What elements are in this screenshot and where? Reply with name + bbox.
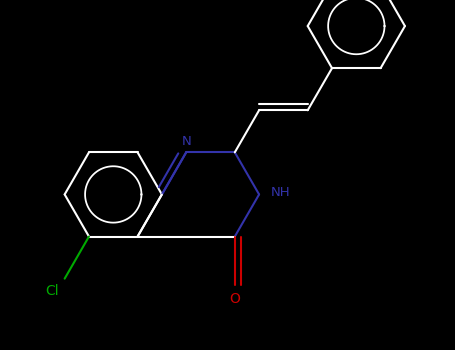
Text: Cl: Cl (45, 285, 59, 299)
Text: O: O (229, 293, 240, 307)
Text: NH: NH (271, 186, 291, 198)
Text: N: N (181, 135, 191, 148)
